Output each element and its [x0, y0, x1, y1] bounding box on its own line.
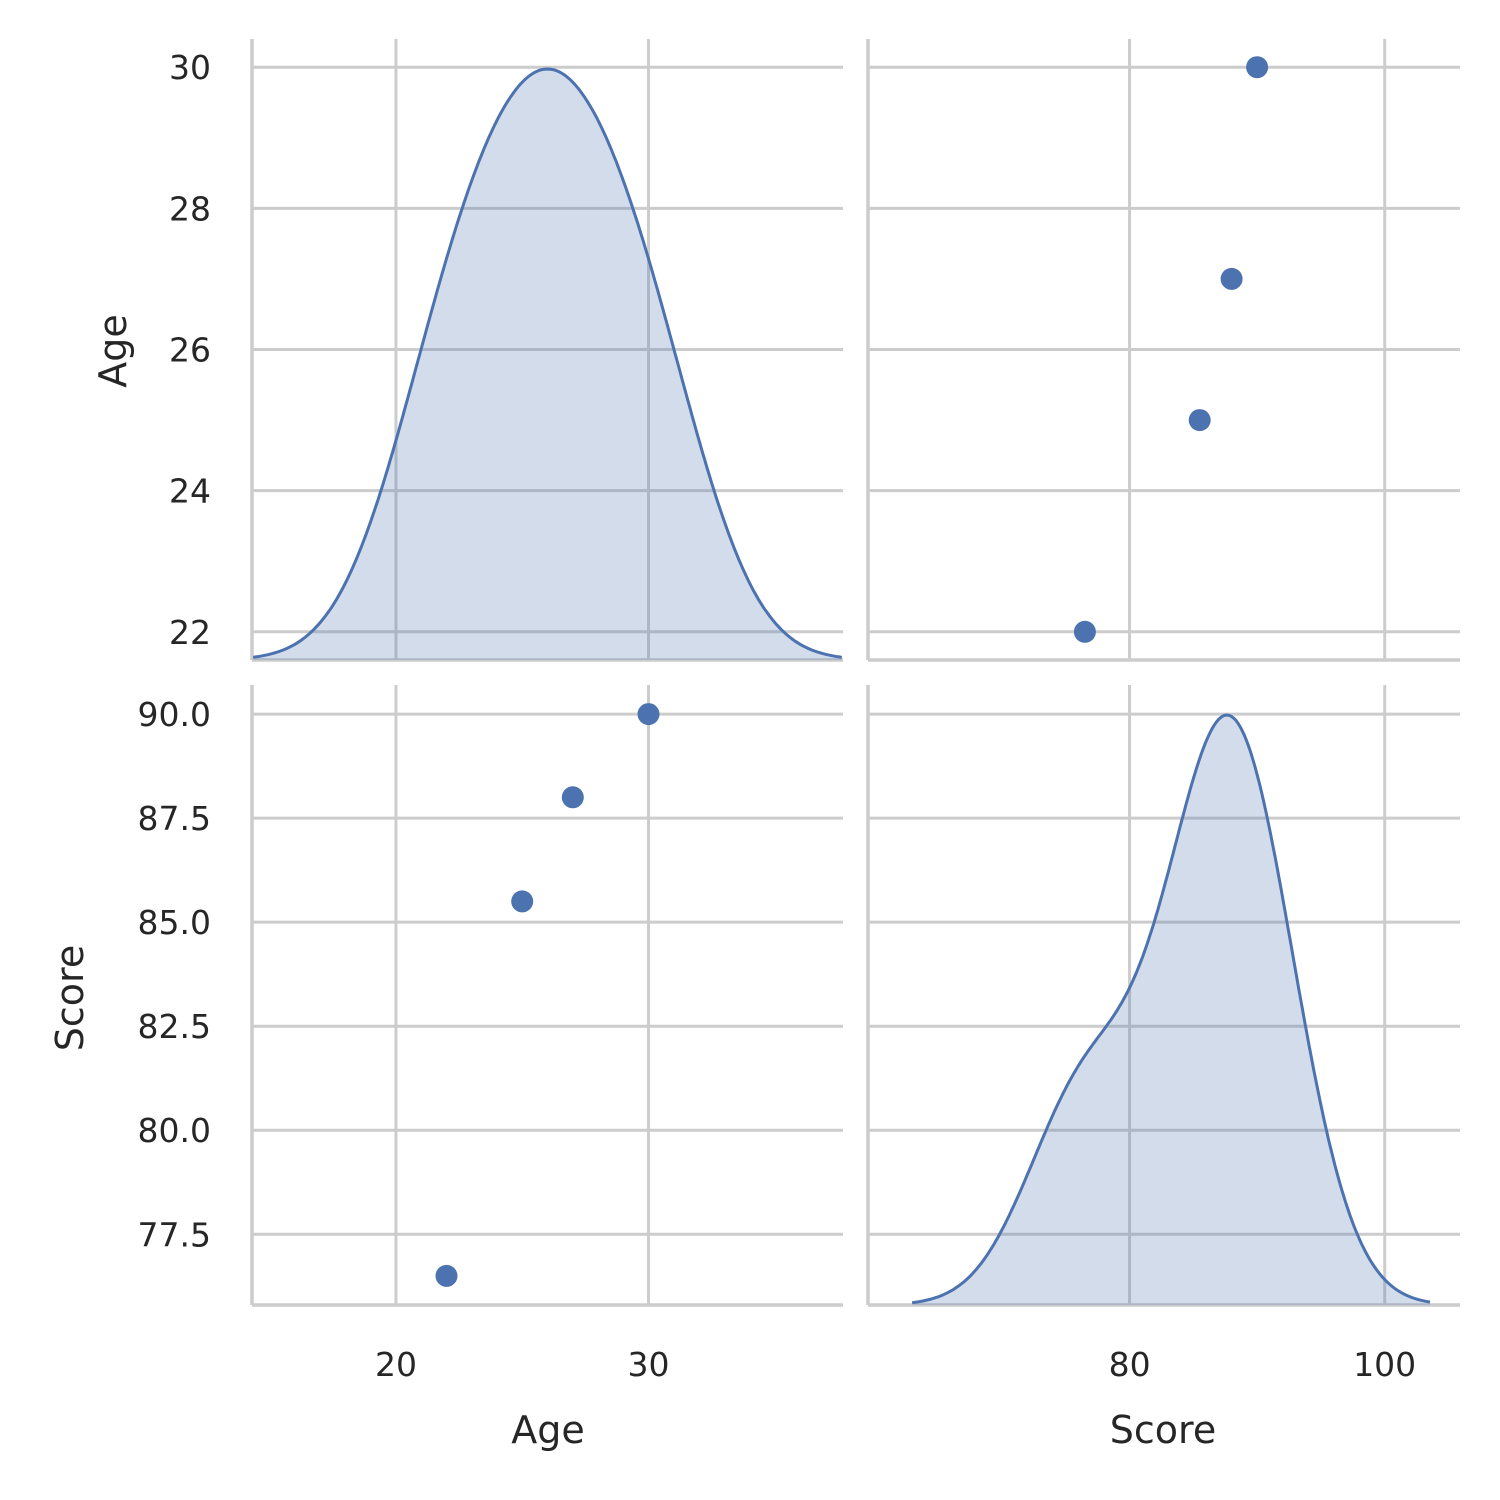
y-tick-label-score: 85.0 [138, 903, 211, 942]
x-axis-label-age: Age [511, 1408, 585, 1452]
y-tick-label-age: 28 [169, 189, 211, 228]
x-tick-label-age: 20 [375, 1345, 417, 1384]
y-tick-label-age: 26 [169, 331, 211, 370]
y-axis-label-age: Age [91, 314, 135, 388]
y-tick-label-score: 87.5 [138, 799, 211, 838]
scatter-point [1220, 267, 1243, 290]
score-x-age-y-scatter-panel [866, 39, 1460, 662]
x-axis-label-score: Score [1110, 1408, 1216, 1452]
scatter-point [511, 890, 534, 913]
x-tick-label-score: 80 [1109, 1345, 1151, 1384]
age-x-score-y-scatter-panel [250, 685, 843, 1307]
scatter-point [1188, 409, 1211, 432]
scatter-point [1073, 620, 1096, 643]
age-kde-density-curve [252, 67, 843, 659]
score-kde-density-fill [912, 715, 1430, 1305]
scatter-point [435, 1264, 458, 1287]
scatter-point [561, 786, 584, 809]
x-tick-label-score: 100 [1353, 1345, 1416, 1384]
score-kde-density-curve [911, 713, 1431, 1305]
age-kde-panel [250, 39, 843, 662]
y-tick-label-age: 30 [169, 48, 211, 87]
y-tick-label-age: 22 [169, 613, 211, 652]
y-tick-label-score: 77.5 [138, 1215, 211, 1254]
y-tick-label-score: 80.0 [138, 1111, 211, 1150]
score-kde-panel [866, 685, 1460, 1307]
age-kde-density-fill [253, 69, 842, 660]
y-axis-label-score: Score [48, 945, 92, 1051]
scatter-point [637, 703, 660, 726]
y-tick-label-score: 82.5 [138, 1007, 211, 1046]
y-tick-label-score: 90.0 [138, 695, 211, 734]
y-tick-label-age: 24 [169, 472, 211, 511]
x-tick-label-age: 30 [628, 1345, 670, 1384]
scatter-point [1246, 56, 1269, 79]
